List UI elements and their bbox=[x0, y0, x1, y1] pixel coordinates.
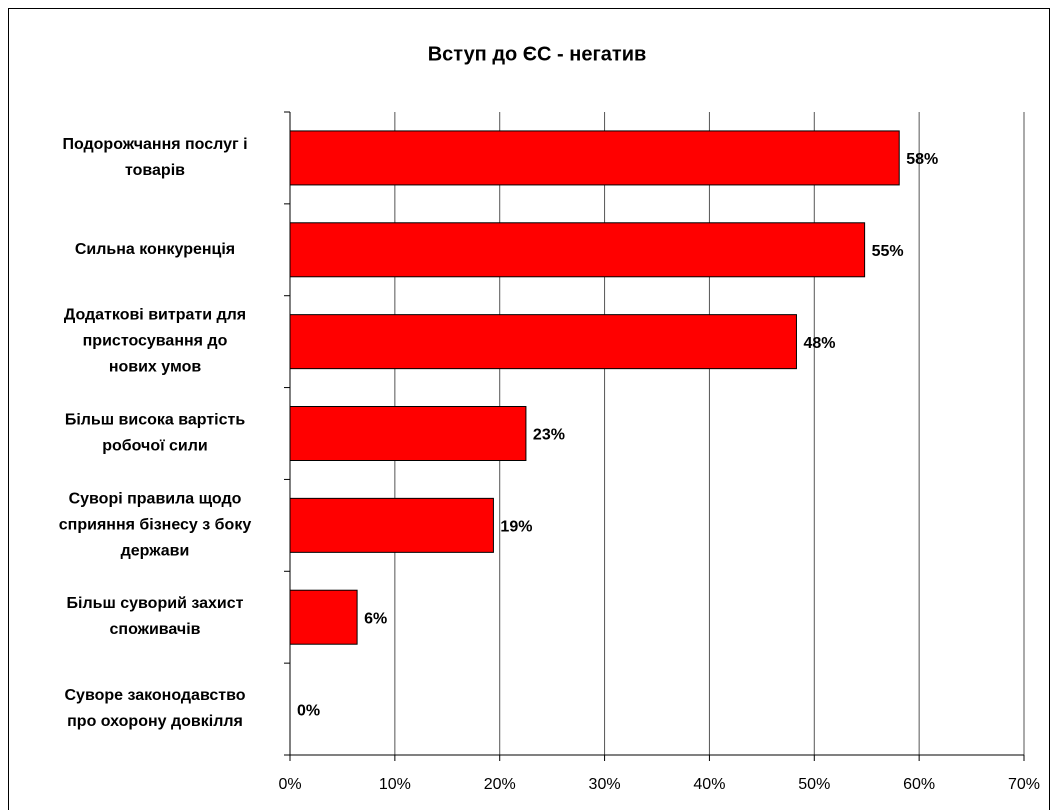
chart-border bbox=[8, 8, 1050, 810]
y-tick-label-line: Більш висока вартість bbox=[65, 412, 246, 429]
x-tick-label: 50% bbox=[798, 776, 830, 793]
y-tick-label-line: пристосування до bbox=[83, 333, 228, 350]
y-tick-label: Подорожчання послуг і товарів bbox=[62, 136, 247, 179]
y-tick-label-line: Подорожчання послуг і bbox=[62, 136, 247, 153]
bar bbox=[289, 406, 527, 461]
value-label: 6% bbox=[364, 610, 387, 627]
chart-title: Вступ до ЄС - негатив bbox=[428, 43, 647, 65]
value-label: 48% bbox=[803, 335, 835, 352]
x-tick-label: 0% bbox=[278, 776, 301, 793]
x-tick-label: 30% bbox=[589, 776, 621, 793]
x-tick-label: 70% bbox=[1008, 776, 1040, 793]
y-tick-label: Більш суворий захист споживачів bbox=[67, 595, 244, 638]
x-tick-label: 10% bbox=[379, 776, 411, 793]
y-tick-label-line: сприяння бізнесу з боку bbox=[59, 517, 252, 534]
bar bbox=[289, 497, 494, 553]
value-label: 23% bbox=[533, 427, 565, 444]
x-tick-label: 60% bbox=[903, 776, 935, 793]
y-tick-label-line: Додаткові витрати для bbox=[64, 307, 246, 324]
y-tick-label-line: про охорону довкілля bbox=[67, 713, 243, 730]
value-label: 0% bbox=[297, 702, 320, 719]
y-tick-label-line: товарів bbox=[125, 162, 185, 179]
bar bbox=[289, 130, 900, 186]
y-tick-label: Суворі правила щодо сприяння бізнесу з бо… bbox=[59, 491, 252, 560]
y-tick-label-line: держави bbox=[121, 543, 190, 560]
value-label: 19% bbox=[500, 519, 532, 536]
x-tick-label: 20% bbox=[484, 776, 516, 793]
value-label: 58% bbox=[906, 151, 938, 168]
value-label: 55% bbox=[872, 243, 904, 260]
y-tick-label: Суворе законодавство про охорону довкілля bbox=[64, 687, 245, 730]
y-tick-label-line: споживачів bbox=[110, 621, 201, 638]
bar bbox=[289, 589, 358, 645]
y-tick-label-line: Суворі правила щодо bbox=[69, 491, 242, 508]
y-tick-label-line: нових умов bbox=[109, 359, 202, 376]
y-tick-label: Більш висока вартість робочої сили bbox=[65, 412, 246, 455]
y-tick-label-line: Сильна конкуренція bbox=[75, 241, 235, 258]
y-tick-label-line: Більш суворий захист bbox=[67, 595, 244, 612]
bar bbox=[289, 314, 797, 370]
x-tick-label: 40% bbox=[693, 776, 725, 793]
y-tick-label: Додаткові витрати для пристосування до нов… bbox=[64, 307, 246, 376]
y-tick-label-line: Суворе законодавство bbox=[64, 687, 245, 704]
y-tick-label: Сильна конкуренція bbox=[75, 241, 235, 258]
y-tick-label-line: робочої сили bbox=[102, 438, 208, 455]
bar bbox=[289, 222, 866, 278]
